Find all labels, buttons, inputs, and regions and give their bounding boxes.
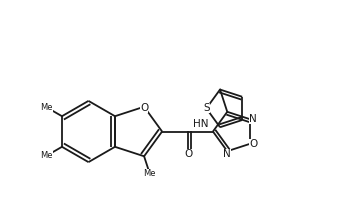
Text: Me: Me bbox=[40, 151, 53, 160]
Text: O: O bbox=[140, 103, 148, 113]
Text: N: N bbox=[223, 149, 231, 159]
Text: O: O bbox=[184, 149, 192, 159]
Text: N: N bbox=[249, 114, 257, 124]
Text: Me: Me bbox=[143, 169, 156, 178]
Text: HN: HN bbox=[193, 119, 208, 129]
Text: O: O bbox=[249, 139, 257, 149]
Text: S: S bbox=[203, 103, 210, 113]
Text: Me: Me bbox=[40, 103, 53, 112]
